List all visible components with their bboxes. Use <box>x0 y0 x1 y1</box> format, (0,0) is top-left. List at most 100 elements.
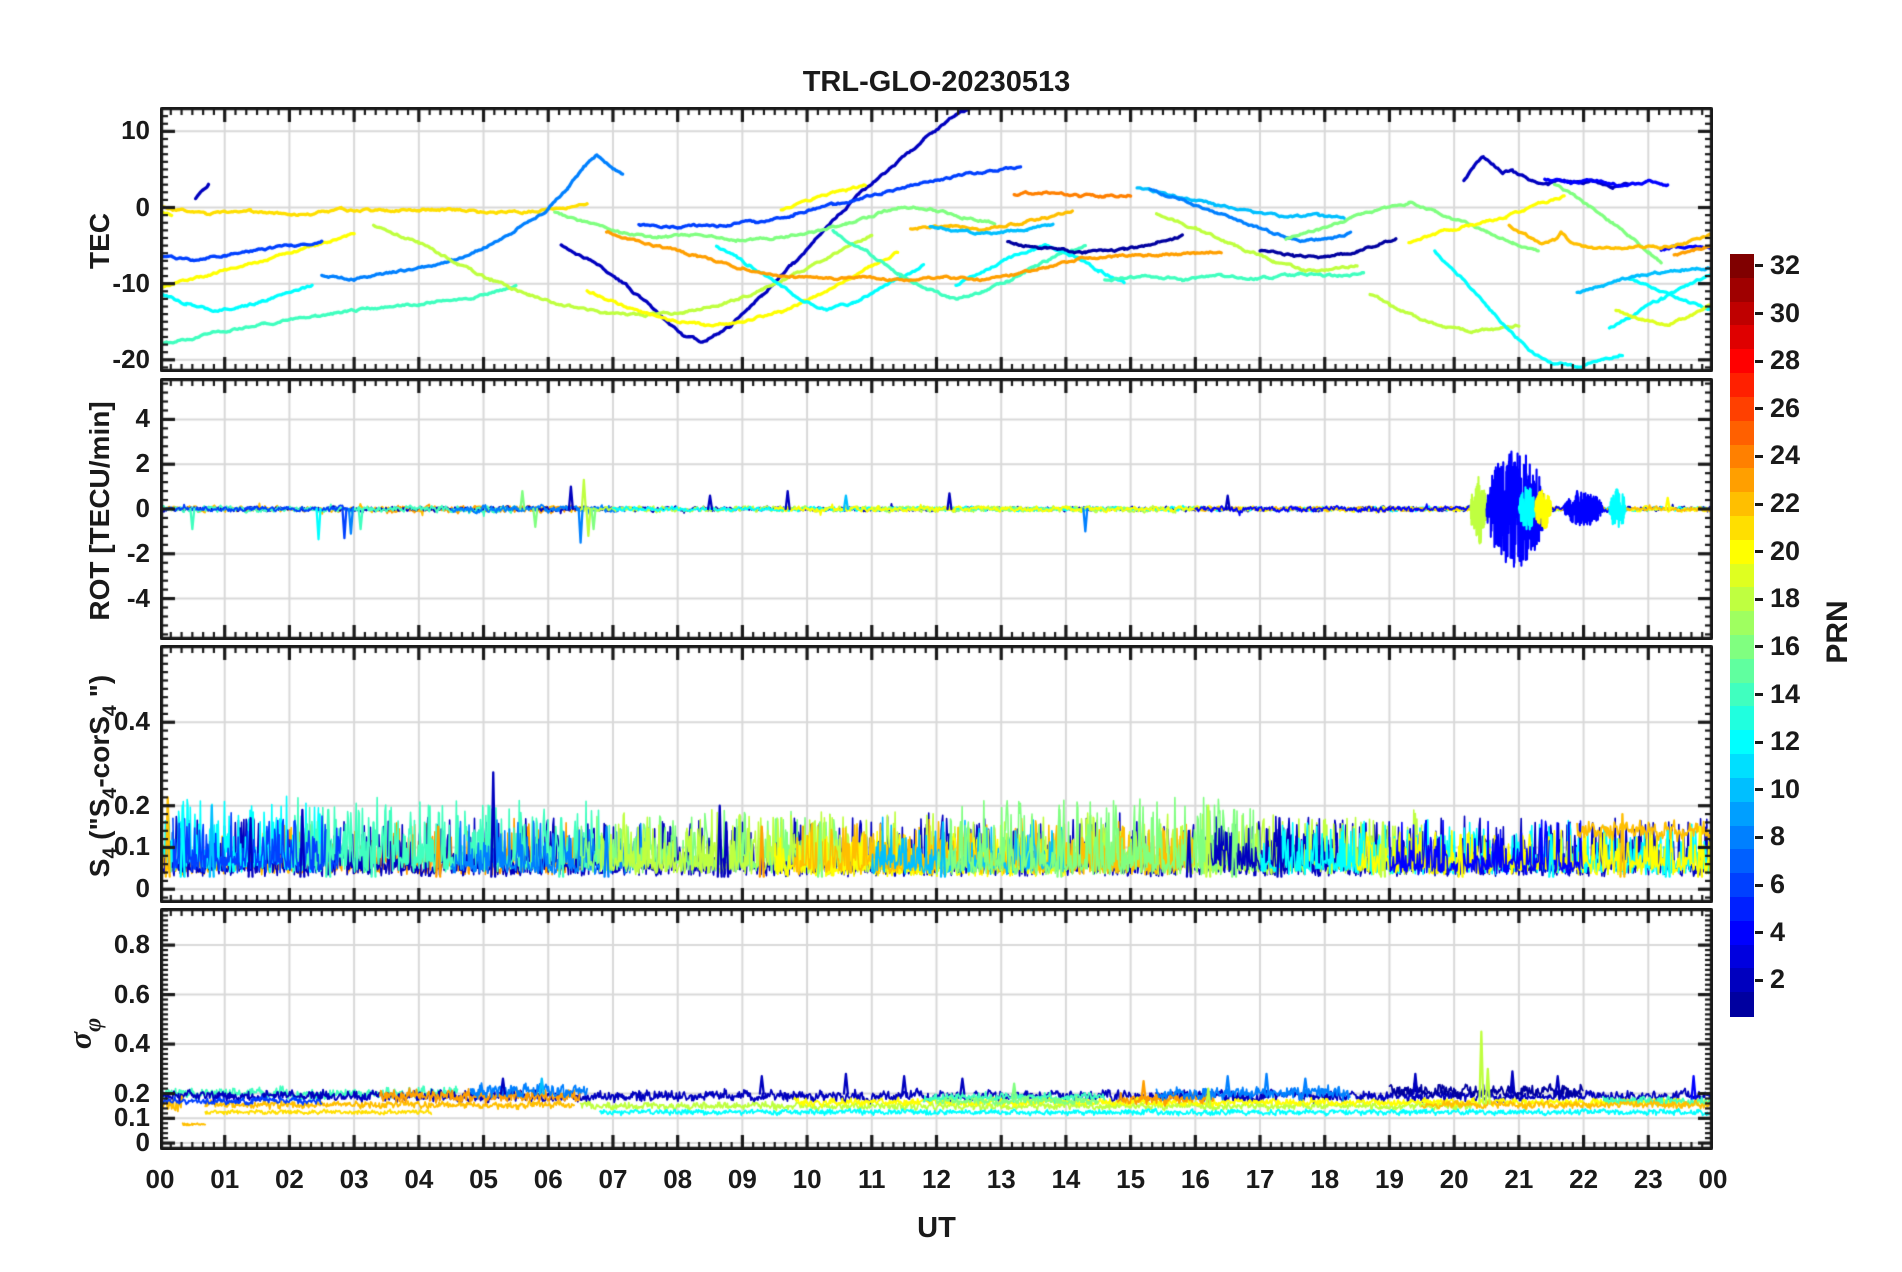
x-tick-label: 23 <box>1633 1164 1663 1194</box>
x-tick-label: 01 <box>210 1164 240 1194</box>
colorbar-segment <box>1730 349 1754 374</box>
x-tick-label: 13 <box>986 1164 1016 1194</box>
chart-title: TRL-GLO-20230513 <box>802 66 1071 98</box>
colorbar-tick <box>1755 502 1763 506</box>
colorbar-tick <box>1755 550 1763 554</box>
sigma-phi-panel-plot <box>160 908 1713 1150</box>
colorbar-tick-label: 30 <box>1770 297 1801 328</box>
colorbar-segment <box>1730 301 1754 326</box>
colorbar-segment <box>1730 611 1754 636</box>
colorbar-tick <box>1755 312 1763 316</box>
colorbar-tick <box>1755 359 1763 363</box>
colorbar-segment <box>1730 754 1754 779</box>
x-axis-label: UT <box>917 1212 956 1244</box>
colorbar-segment <box>1730 563 1754 588</box>
colorbar-tick-label: 18 <box>1770 583 1801 614</box>
colorbar-segment <box>1730 777 1754 803</box>
y-tick-label: -2 <box>126 537 150 568</box>
x-tick-label: 16 <box>1180 1164 1210 1194</box>
colorbar-segment <box>1730 849 1754 874</box>
x-tick-label: 05 <box>469 1164 498 1194</box>
y-tick-label: -20 <box>112 343 150 374</box>
colorbar-segment <box>1730 635 1754 660</box>
x-tick-label: 22 <box>1569 1164 1599 1194</box>
y-tick-label: -4 <box>126 582 150 613</box>
colorbar-tick <box>1755 835 1763 839</box>
colorbar-segment <box>1730 992 1754 1017</box>
x-tick-label: 21 <box>1504 1164 1534 1194</box>
x-tick-label: 09 <box>727 1164 757 1194</box>
colorbar-tick-label: 32 <box>1770 249 1801 280</box>
tec-panel-plot <box>160 107 1713 372</box>
colorbar-segment <box>1730 444 1754 469</box>
colorbar-tick <box>1755 740 1763 744</box>
colorbar-segment <box>1730 325 1754 350</box>
colorbar-segment <box>1730 539 1754 565</box>
y-tick-label: 4 <box>135 403 150 434</box>
colorbar-segment <box>1730 468 1754 493</box>
colorbar-segment <box>1730 373 1754 398</box>
y-tick-label: 10 <box>121 115 150 146</box>
y-tick-label: 0 <box>135 873 150 904</box>
s4-panel-plot <box>160 645 1713 903</box>
colorbar-segment <box>1730 730 1754 755</box>
colorbar-segment <box>1730 396 1754 422</box>
x-tick-label: 18 <box>1310 1164 1340 1194</box>
prn-colorbar <box>1730 254 1754 1017</box>
colorbar-tick-label: 16 <box>1770 630 1801 661</box>
colorbar-tick-label: 26 <box>1770 392 1801 423</box>
colorbar-tick <box>1755 645 1763 649</box>
colorbar-segment <box>1730 920 1754 946</box>
s4-ylabel-part: ") <box>84 674 115 706</box>
colorbar-tick <box>1755 883 1763 887</box>
colorbar-label: PRN <box>1821 600 1854 664</box>
x-tick-label: 11 <box>858 1164 886 1194</box>
x-tick-label: 00 <box>145 1164 175 1194</box>
y-tick-label: 0.2 <box>113 789 150 820</box>
rot-panel-plot <box>160 378 1713 640</box>
colorbar-segment <box>1730 706 1754 731</box>
x-tick-label: 08 <box>663 1164 693 1194</box>
colorbar-segment <box>1730 587 1754 612</box>
y-tick-label: 0.1 <box>113 831 150 862</box>
x-tick-label: 02 <box>274 1164 304 1194</box>
colorbar-tick-label: 24 <box>1770 440 1801 471</box>
x-tick-label: 07 <box>598 1164 628 1194</box>
y-tick-label: 0 <box>135 1127 150 1158</box>
colorbar-tick-label: 6 <box>1770 869 1786 900</box>
colorbar-tick-label: 12 <box>1770 726 1801 757</box>
x-tick-label: 10 <box>792 1164 822 1194</box>
colorbar-segment <box>1730 801 1754 826</box>
colorbar-segment <box>1730 825 1754 850</box>
colorbar-tick <box>1755 788 1763 792</box>
colorbar-segment <box>1730 254 1754 279</box>
x-tick-label: 20 <box>1439 1164 1469 1194</box>
colorbar-segment <box>1730 658 1754 684</box>
colorbar-tick-label: 4 <box>1770 916 1786 947</box>
colorbar-segment <box>1730 277 1754 303</box>
colorbar-segment <box>1730 968 1754 993</box>
colorbar-segment <box>1730 492 1754 517</box>
y-tick-label: 0 <box>135 191 150 222</box>
x-tick-label: 06 <box>533 1164 563 1194</box>
x-tick-label: 00 <box>1698 1164 1728 1194</box>
colorbar-tick-label: 10 <box>1770 773 1801 804</box>
y-tick-label: 0.4 <box>113 1028 150 1059</box>
y-tick-label: 0.6 <box>113 978 150 1009</box>
x-tick-label: 15 <box>1116 1164 1146 1194</box>
colorbar-segment <box>1730 944 1754 969</box>
colorbar-tick <box>1755 454 1763 458</box>
colorbar-tick <box>1755 407 1763 411</box>
colorbar-tick <box>1755 264 1763 268</box>
x-tick-label: 12 <box>922 1164 951 1194</box>
y-tick-label: 0.2 <box>113 1077 150 1108</box>
colorbar-tick-label: 14 <box>1770 678 1801 709</box>
x-tick-label: 17 <box>1245 1164 1275 1194</box>
colorbar-segment <box>1730 896 1754 922</box>
y-tick-label: 0 <box>135 493 150 523</box>
colorbar-segment <box>1730 420 1754 445</box>
colorbar-segment <box>1730 873 1754 898</box>
y-tick-label: 0.1 <box>113 1102 150 1133</box>
y-tick-label: 2 <box>135 448 150 479</box>
